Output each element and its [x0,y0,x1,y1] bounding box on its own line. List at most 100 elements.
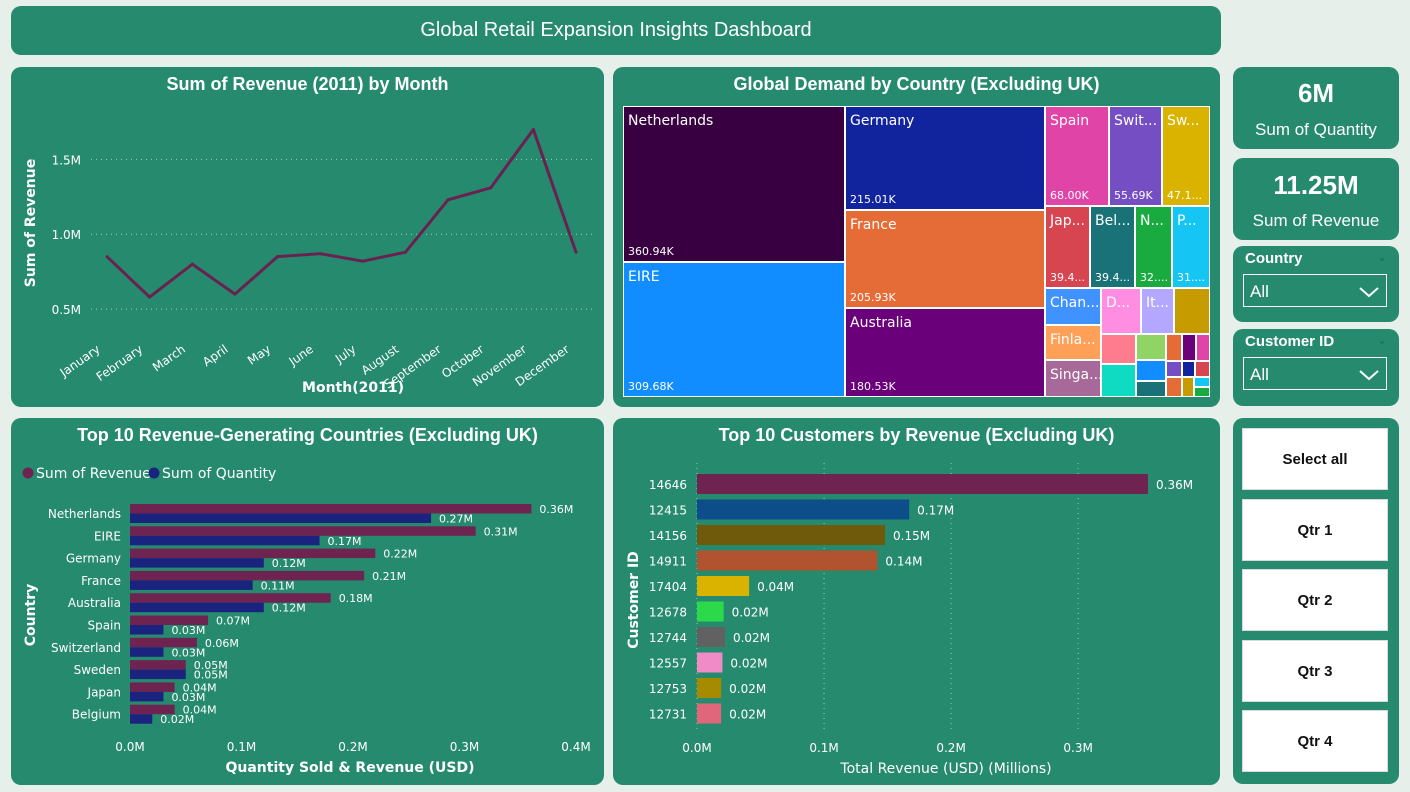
customer-dropdown[interactable]: All [1243,357,1387,390]
treemap-tile[interactable]: P... 31.... [1172,206,1210,288]
country-slicer-title: Country [1245,250,1303,267]
revenue-point [105,255,109,259]
category-label: 12753 [649,682,687,696]
treemap-tile[interactable] [1194,387,1210,397]
treemap-tile-value: 39.4... [1050,271,1085,284]
data-label: 0.04M [757,580,794,594]
country-dropdown[interactable]: All [1243,274,1387,307]
treemap-tile[interactable]: Sw... 47.1... [1162,106,1210,206]
treemap-tile[interactable] [1182,361,1195,377]
category-label: 14911 [649,555,687,569]
treemap-tile[interactable] [1136,334,1166,360]
data-label: 0.04M [183,681,217,694]
top-countries-chart: Sum of Revenue Sum of Quantity Netherlands… [22,466,591,776]
treemap-tile[interactable]: D... [1101,288,1141,334]
treemap-tile[interactable]: N... 32.... [1135,206,1172,288]
slicer-collapse-icon[interactable]: ⌄ [1376,333,1387,347]
treemap-tile[interactable]: Singa... [1045,360,1101,397]
treemap-tile[interactable]: Jap... 39.4... [1045,206,1090,288]
x-axis-label: Total Revenue (USD) (Millions) [839,761,1051,777]
bar-quantity [130,647,164,657]
y-tick-label: 0.5M [52,303,81,317]
data-label: 0.11M [261,579,295,592]
qtr4-button[interactable]: Qtr 4 [1242,710,1388,772]
treemap-tile-label: Bel... [1095,213,1131,229]
qtr2-button[interactable]: Qtr 2 [1242,569,1388,631]
x-tick-label: June [286,342,316,369]
category-label: 12731 [649,708,687,722]
customer-bar [697,525,886,545]
category-label: Japan [87,685,121,699]
x-tick-label: 0.0M [682,741,711,755]
x-tick-label: July [332,342,359,366]
qtr1-button[interactable]: Qtr 1 [1242,499,1388,561]
x-tick-label: 0.1M [809,741,838,755]
country-demand-title: Global Demand by Country (Excluding UK) [733,74,1100,94]
treemap-tile[interactable]: Bel... 39.4... [1090,206,1135,288]
treemap-tile-value: 32.... [1140,271,1168,284]
treemap-tile[interactable] [1196,334,1210,361]
y-tick-label: 1.5M [52,153,81,167]
data-label: 0.07M [216,615,250,628]
select-all-button[interactable]: Select all [1242,428,1388,490]
chevron-down-icon [1359,287,1379,298]
bar-revenue [130,570,365,581]
category-label: Australia [68,596,121,610]
treemap-tile[interactable]: EIRE 309.68K [623,262,845,397]
slicer-collapse-icon[interactable]: ⌄ [1376,250,1387,264]
category-label: 12415 [649,504,687,518]
treemap-tile[interactable] [1166,361,1182,377]
bar-revenue [130,637,197,648]
data-label: 0.03M [171,691,205,704]
treemap-tile[interactable] [1166,334,1182,361]
category-label: 12744 [649,631,687,645]
customer-bar [697,474,1148,494]
treemap-tile[interactable]: Finla... [1045,325,1101,360]
treemap-tile-label: It... [1146,295,1169,311]
monthly-revenue-title: Sum of Revenue (2011) by Month [166,74,449,94]
treemap-tile-label: Australia [850,315,912,331]
y-tick-label: 1.0M [52,228,81,242]
treemap-tile[interactable]: France 205.93K [845,210,1045,308]
data-label: 0.03M [171,646,205,659]
treemap-tile[interactable]: It... [1141,288,1174,334]
revenue-card: 11.25M Sum of Revenue [1233,158,1399,240]
quantity-card-label: Sum of Quantity [1255,120,1377,139]
treemap-tile[interactable] [1195,361,1210,377]
treemap-tile[interactable] [1101,364,1136,397]
treemap-tile-label: Spain [1050,113,1090,129]
treemap-tile[interactable] [1182,334,1196,361]
treemap-tile[interactable]: Netherlands 360.94K [623,106,845,262]
category-label: 14646 [649,478,687,492]
customer-bar [697,678,722,698]
treemap-tile[interactable] [1174,288,1210,334]
revenue-point [403,250,407,254]
treemap-tile-value: 39.4... [1095,271,1130,284]
category-label: Netherlands [48,507,121,521]
top-countries-panel: Top 10 Revenue-Generating Countries (Exc… [11,418,604,785]
x-tick-label: April [200,342,231,369]
treemap-tile-value: 205.93K [850,291,896,304]
top-customers-panel: Top 10 Customers by Revenue (Excluding U… [613,418,1220,785]
treemap-tile-value: 55.69K [1114,189,1153,202]
treemap-tile-label: Jap... [1050,213,1085,229]
treemap-tile[interactable] [1194,377,1210,387]
treemap-tile[interactable] [1166,377,1182,397]
treemap-tile[interactable] [1182,377,1194,397]
treemap-tile-label: P... [1177,213,1197,229]
treemap-tile[interactable]: Swit... 55.69K [1109,106,1162,206]
revenue-point [574,250,578,254]
treemap-tile[interactable]: Chan... [1045,288,1101,325]
treemap-tile[interactable]: Australia 180.53K [845,308,1045,397]
treemap-tile[interactable]: Germany 215.01K [845,106,1045,210]
quarter-slicer: Select all Qtr 1 Qtr 2 Qtr 3 Qtr 4 [1233,418,1399,784]
treemap-tile-value: 309.68K [628,380,674,393]
treemap-tile-label: D... [1106,295,1131,311]
treemap-tile[interactable]: Spain 68.00K [1045,106,1109,206]
qtr3-button[interactable]: Qtr 3 [1242,640,1388,702]
bar-quantity [130,602,264,613]
revenue-point [361,259,365,263]
treemap-tile[interactable] [1136,381,1166,397]
treemap-tile[interactable] [1101,334,1136,364]
treemap-tile[interactable] [1136,360,1166,381]
